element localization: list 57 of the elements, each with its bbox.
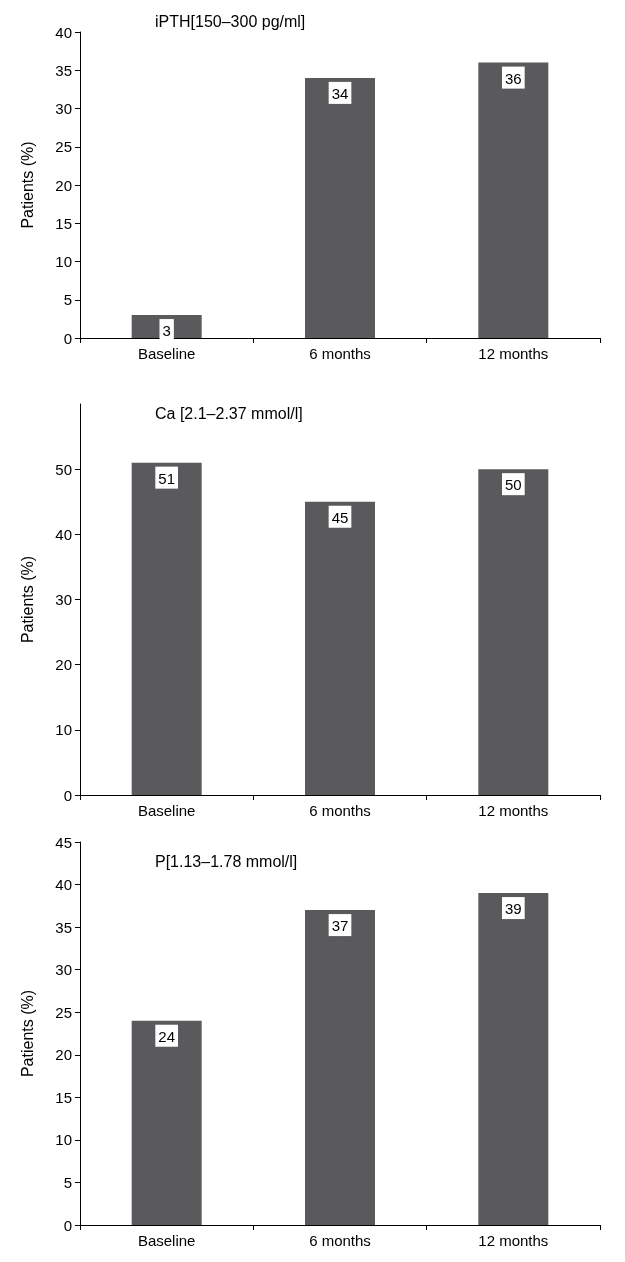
y-tick-label: 30 [55,100,72,117]
y-tick-label: 20 [55,1046,72,1064]
data-label: 24 [158,1027,176,1045]
x-tick-label: Baseline [137,802,196,819]
y-axis-title: Patients (%) [18,555,36,644]
chart-title: Ca [2.1–2.37 mmol/l] [155,404,303,422]
data-label: 45 [331,508,349,526]
bar [305,501,375,795]
bar [478,62,549,338]
y-tick-label: 40 [55,876,72,894]
text: P[1.13–1.78 mmol/l] [155,852,298,870]
y-tick-label: 45 [55,833,72,851]
bar [305,910,375,1225]
y-tick-label: 0 [63,1216,72,1234]
chart-title: iPTH[150–300 pg/ml] [155,12,306,30]
y-tick-label: 10 [55,721,72,739]
y-tick-label: 50 [55,460,72,478]
y-tick-label: 10 [55,253,72,270]
x-tick-label: Baseline [137,1232,196,1249]
y-tick-label: 35 [55,918,72,936]
bar [478,469,549,795]
y-tick-label: 20 [55,176,72,194]
y-tick-label: 10 [55,1131,72,1149]
y-tick-label: 15 [55,214,72,232]
y-tick-label: 15 [55,1088,72,1106]
y-tick-label: 35 [55,61,72,79]
y-tick-label: 20 [55,656,72,674]
y-axis-title: Patients (%) [18,989,36,1078]
y-tick-label: 0 [63,786,72,804]
y-tick-label: 40 [55,23,72,41]
data-label: 50 [504,476,522,494]
data-label: 34 [331,84,349,102]
bar [131,1020,202,1225]
bar [478,893,549,1225]
y-tick-label: 0 [63,329,72,347]
x-tick-label: 12 months [478,1232,549,1249]
x-tick-label: 6 months [309,345,371,362]
data-label: 39 [504,900,522,918]
data-label: 3 [162,322,171,340]
y-tick-label: 30 [55,961,72,979]
y-axis-title: Patients (%) [18,141,36,229]
y-tick-label: 25 [55,138,72,156]
y-tick-label: 5 [63,1173,72,1191]
x-tick-label: 6 months [309,1232,371,1249]
x-tick-label: 6 months [309,802,371,819]
y-tick-label: 30 [55,591,72,608]
data-label: 36 [504,69,522,87]
y-tick-label: 5 [63,291,72,309]
y-tick-label: 25 [55,1003,72,1021]
x-tick-label: Baseline [137,345,196,362]
bar [305,77,375,338]
bar [131,462,202,795]
x-tick-label: 12 months [478,802,549,819]
data-label: 37 [331,917,349,935]
y-tick-label: 40 [55,525,72,543]
x-tick-label: 12 months [478,345,549,362]
data-label: 51 [158,469,176,487]
